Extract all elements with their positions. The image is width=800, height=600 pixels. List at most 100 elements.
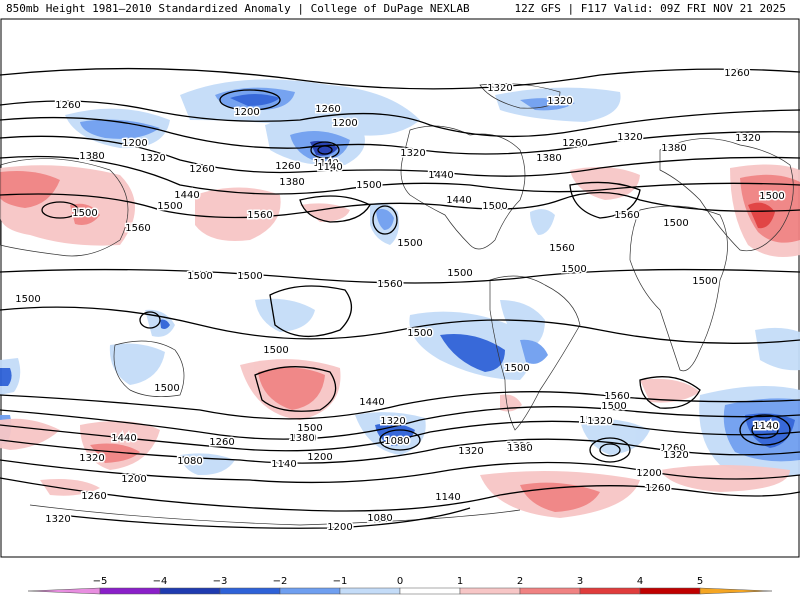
colorbar-swatch <box>579 587 641 595</box>
contour-labels: 1320 1260 1260 1200 1260 1200 1200 1320 1320 1320… <box>14 67 786 535</box>
contour-label: 1500 <box>504 363 529 374</box>
contour-label: 1260 <box>189 164 214 175</box>
contour-line <box>0 67 800 90</box>
contour-label: 1500 <box>237 271 262 282</box>
contour-line <box>139 311 161 329</box>
anomaly-area <box>145 309 175 337</box>
contour-label: 1500 <box>187 271 212 282</box>
anomaly-area <box>755 327 800 371</box>
colorbar-tick-label: −5 <box>93 576 108 587</box>
contour-label: 1500 <box>263 345 288 356</box>
contour-label: 1260 <box>209 437 234 448</box>
anomaly-area <box>748 202 775 229</box>
contour-label: 1440 <box>428 170 453 181</box>
contour-line <box>751 421 779 439</box>
contour-line <box>0 406 800 440</box>
contour-line <box>0 459 800 484</box>
contour-label: 1500 <box>759 191 784 202</box>
contour-label: 1320 <box>400 148 425 159</box>
contour-line <box>599 443 621 457</box>
contour-label: 1200 <box>307 452 332 463</box>
contour-label: 1140 <box>435 492 460 503</box>
colorbar-tick-label: 3 <box>577 576 583 587</box>
anomaly-area <box>230 94 280 106</box>
anomaly-area <box>440 334 505 372</box>
contour-label: 1080 <box>367 513 392 524</box>
contour-label: 1320 <box>617 132 642 143</box>
contour-label: 1500 <box>356 180 381 191</box>
contour-line <box>59 507 471 529</box>
contour-line <box>41 201 79 219</box>
colorbar-swatch <box>639 587 701 595</box>
contour-label: 1440 <box>359 397 384 408</box>
colorbar-tick-label: −4 <box>153 576 168 587</box>
contour-label: 1200 <box>234 107 259 118</box>
height-contours <box>0 67 800 529</box>
anomaly-area <box>195 187 281 241</box>
contour-label: 1260 <box>753 421 778 432</box>
contour-line <box>0 268 800 284</box>
anomaly-area <box>570 166 640 200</box>
contour-line <box>299 195 371 223</box>
colorbar-tick-label: 2 <box>517 576 523 587</box>
colorbar-swatch <box>219 587 281 595</box>
contour-label: 1260 <box>562 138 587 149</box>
anomaly-area <box>530 209 555 235</box>
anomaly-area <box>258 367 325 410</box>
contour-label: 1380 <box>536 153 561 164</box>
contour-label: 1500 <box>482 201 507 212</box>
contour-label: 1500 <box>15 294 40 305</box>
contour-label: 1380 <box>279 177 304 188</box>
contour-label: 1320 <box>587 416 612 427</box>
contour-label: 1260 <box>275 161 300 172</box>
contour-label: 1380 <box>79 151 104 162</box>
contour-line <box>317 145 333 155</box>
contour-label: 1440 <box>446 195 471 206</box>
contour-label: 1560 <box>247 210 272 221</box>
contour-label: 1200 <box>327 522 352 533</box>
contour-line <box>0 420 800 452</box>
contour-label: 1320 <box>547 96 572 107</box>
contour-label: 1500 <box>407 328 432 339</box>
contour-label: 1320 <box>735 133 760 144</box>
contour-label: 1560 <box>604 391 629 402</box>
anomaly-area <box>520 98 575 111</box>
colorbar-swatch <box>699 587 773 595</box>
contour-line <box>0 116 800 155</box>
contour-label: 1440 <box>291 433 316 444</box>
greenland-outline <box>479 83 561 109</box>
anomaly-area <box>376 209 394 230</box>
contour-label: 1320 <box>458 446 483 457</box>
antarctica-coast <box>29 504 521 526</box>
model-valid-time: 12Z GFS | F117 Valid: 09Z FRI NOV 21 202… <box>514 2 786 15</box>
contour-line <box>0 191 800 219</box>
contour-line <box>379 429 421 451</box>
contour-label: 1560 <box>549 243 574 254</box>
contour-label: 1140 <box>753 421 778 432</box>
contour-line <box>372 205 398 235</box>
contour-label: 1320 <box>79 453 104 464</box>
contour-label: 1200 <box>122 138 147 149</box>
contour-line <box>0 135 800 177</box>
contour-label: 1500 <box>663 218 688 229</box>
contour-label: 1140 <box>313 158 338 169</box>
contour-line <box>589 437 631 463</box>
contour-label: 1560 <box>614 210 639 221</box>
contour-label: 1260 <box>81 491 106 502</box>
contour-line <box>0 155 800 195</box>
contour-line <box>0 438 800 464</box>
anomaly-area <box>80 119 160 139</box>
colorbar-swatch <box>459 587 521 595</box>
contour-label: 1500 <box>447 268 472 279</box>
contour-label: 1380 <box>507 443 532 454</box>
contour-label: 1500 <box>692 276 717 287</box>
contour-label: 1560 <box>377 279 402 290</box>
anomaly-area <box>109 343 165 385</box>
contour-label: 1260 <box>55 100 80 111</box>
contour-label: 1380 <box>506 441 531 452</box>
colorbar-swatch <box>399 587 461 595</box>
contour-label: 1140 <box>271 459 296 470</box>
map-title: 850mb Height 1981–2010 Standardized Anom… <box>6 2 470 15</box>
contour-line <box>0 477 800 512</box>
contour-label: 1500 <box>154 383 179 394</box>
